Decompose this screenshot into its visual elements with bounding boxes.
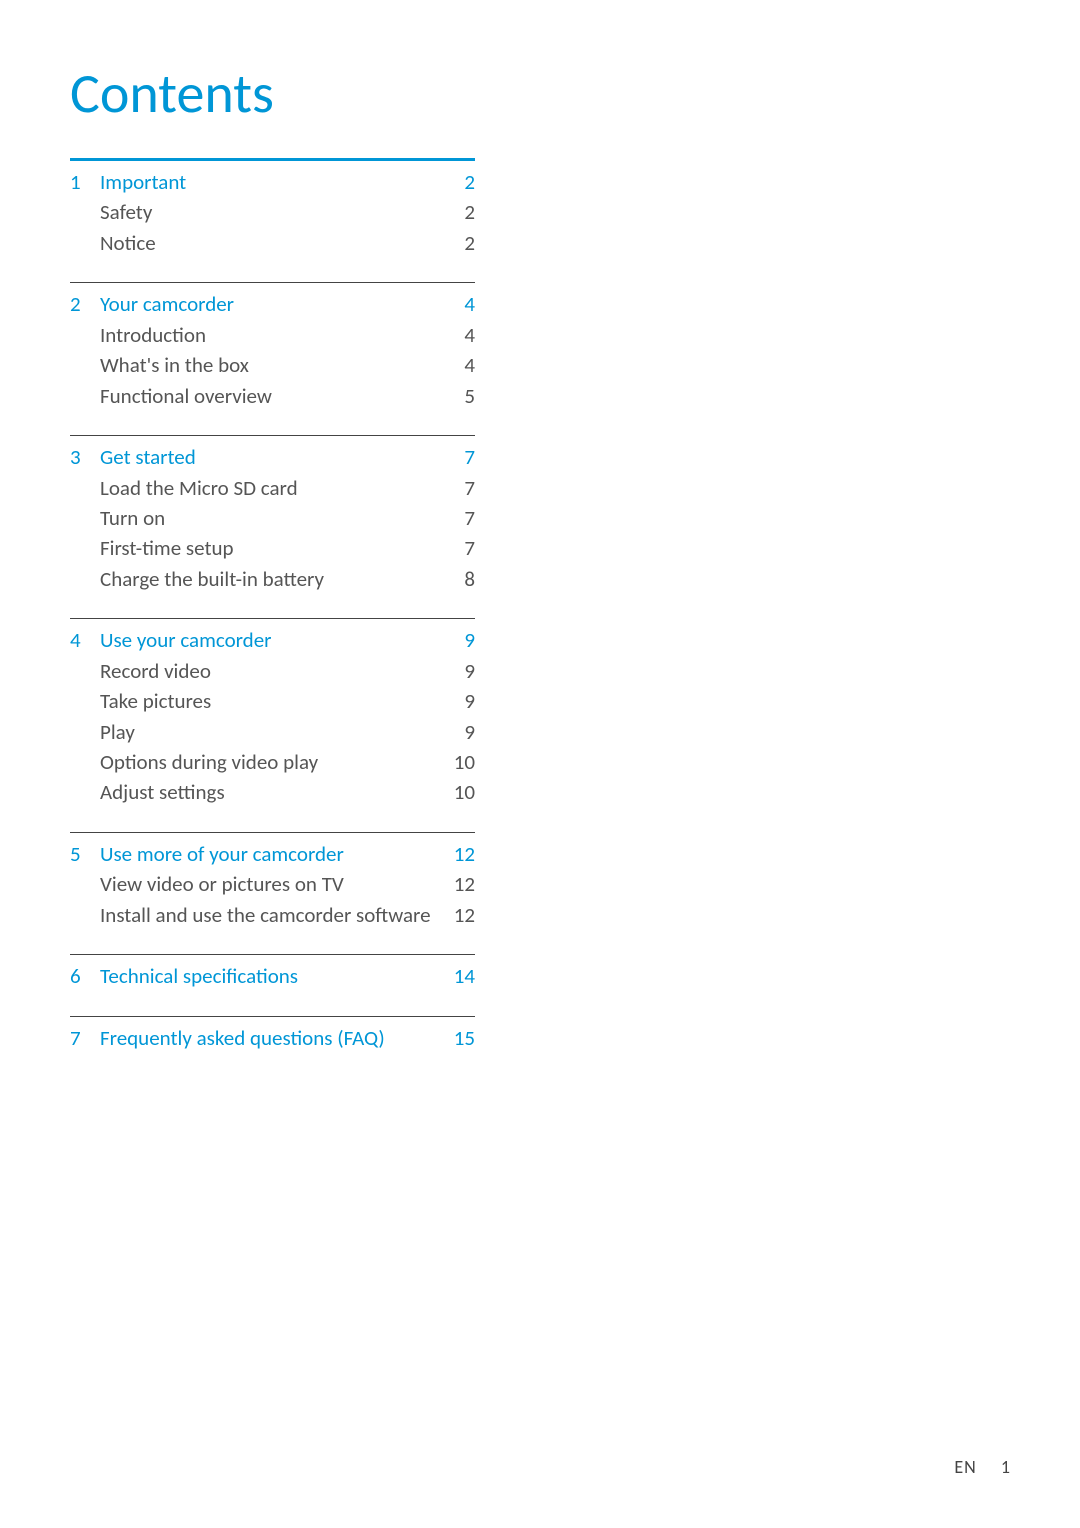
toc-item-page: 7 (445, 533, 475, 563)
toc-section-title: Use your camcorder (100, 625, 445, 655)
toc-section-heading[interactable]: 5Use more of your camcorder12 (70, 839, 475, 869)
toc-item-page: 10 (445, 747, 475, 777)
toc-section: 5Use more of your camcorder12View video … (70, 832, 475, 954)
toc-item[interactable]: Notice2 (70, 228, 475, 258)
toc-item-page: 9 (445, 686, 475, 716)
toc-section-title: Use more of your camcorder (100, 839, 445, 869)
toc-item-page: 7 (445, 473, 475, 503)
toc-section-number: 1 (70, 167, 100, 197)
toc-item-label: Introduction (70, 320, 445, 350)
toc-section-heading[interactable]: 2Your camcorder4 (70, 289, 475, 319)
toc-item-page: 9 (445, 717, 475, 747)
toc-item[interactable]: View video or pictures on TV12 (70, 869, 475, 899)
toc-section-page: 14 (445, 961, 475, 991)
toc-item-page: 8 (445, 564, 475, 594)
toc-item-label: Record video (70, 656, 445, 686)
toc-item-label: Play (70, 717, 445, 747)
toc-section: 1Important2Safety2Notice2 (70, 158, 475, 282)
toc-item-label: First-time setup (70, 533, 445, 563)
toc-item-label: Notice (70, 228, 445, 258)
toc-item-label: Install and use the camcorder software (70, 900, 445, 930)
toc-section: 6Technical specifications14 (70, 954, 475, 1015)
toc-section-number: 2 (70, 289, 100, 319)
toc-item[interactable]: Load the Micro SD card7 (70, 473, 475, 503)
toc-section: 4Use your camcorder9Record video9Take pi… (70, 618, 475, 832)
toc-item-page: 5 (445, 381, 475, 411)
toc-section-number: 7 (70, 1023, 100, 1053)
toc-section-title: Get started (100, 442, 445, 472)
toc-section-heading[interactable]: 3Get started7 (70, 442, 475, 472)
page: Contents 1Important2Safety2Notice22Your … (0, 0, 1080, 1117)
toc-item-label: Charge the built-in battery (70, 564, 445, 594)
toc-item-label: View video or pictures on TV (70, 869, 445, 899)
toc-item[interactable]: Play9 (70, 717, 475, 747)
page-title: Contents (70, 60, 1010, 128)
toc-section-heading[interactable]: 6Technical specifications14 (70, 961, 475, 991)
toc-section: 7Frequently asked questions (FAQ)15 (70, 1016, 475, 1077)
table-of-contents: 1Important2Safety2Notice22Your camcorder… (70, 158, 475, 1077)
toc-item-page: 4 (445, 320, 475, 350)
toc-item-page: 2 (445, 228, 475, 258)
toc-item[interactable]: First-time setup7 (70, 533, 475, 563)
footer-language: EN (954, 1456, 976, 1478)
footer-page-number: 1 (1001, 1456, 1010, 1478)
toc-item-label: Options during video play (70, 747, 445, 777)
toc-item-page: 10 (445, 777, 475, 807)
toc-section-heading[interactable]: 1Important2 (70, 167, 475, 197)
toc-item[interactable]: Functional overview5 (70, 381, 475, 411)
toc-section-heading[interactable]: 7Frequently asked questions (FAQ)15 (70, 1023, 475, 1053)
toc-section: 3Get started7Load the Micro SD card7Turn… (70, 435, 475, 618)
toc-item[interactable]: Record video9 (70, 656, 475, 686)
toc-item-page: 2 (445, 197, 475, 227)
toc-item[interactable]: Install and use the camcorder software12 (70, 900, 475, 930)
toc-item-page: 12 (445, 869, 475, 899)
toc-item-label: Take pictures (70, 686, 445, 716)
toc-section-number: 5 (70, 839, 100, 869)
page-footer: EN 1 (954, 1456, 1010, 1478)
toc-section-title: Important (100, 167, 445, 197)
toc-item[interactable]: What's in the box4 (70, 350, 475, 380)
toc-item-label: Safety (70, 197, 445, 227)
toc-item-label: Turn on (70, 503, 445, 533)
toc-item-page: 12 (445, 900, 475, 930)
toc-section-page: 15 (445, 1023, 475, 1053)
toc-item-label: Functional overview (70, 381, 445, 411)
toc-item-label: What's in the box (70, 350, 445, 380)
toc-section-page: 12 (445, 839, 475, 869)
toc-item-page: 4 (445, 350, 475, 380)
toc-item[interactable]: Charge the built-in battery8 (70, 564, 475, 594)
toc-section-number: 3 (70, 442, 100, 472)
toc-section-page: 9 (445, 625, 475, 655)
toc-section-number: 4 (70, 625, 100, 655)
toc-section-page: 7 (445, 442, 475, 472)
toc-item[interactable]: Turn on7 (70, 503, 475, 533)
toc-item[interactable]: Introduction4 (70, 320, 475, 350)
toc-section-title: Technical specifications (100, 961, 445, 991)
toc-section: 2Your camcorder4Introduction4What's in t… (70, 282, 475, 435)
toc-item[interactable]: Safety2 (70, 197, 475, 227)
toc-item-page: 9 (445, 656, 475, 686)
toc-section-heading[interactable]: 4Use your camcorder9 (70, 625, 475, 655)
toc-section-number: 6 (70, 961, 100, 991)
toc-item[interactable]: Options during video play10 (70, 747, 475, 777)
toc-section-title: Your camcorder (100, 289, 445, 319)
toc-item[interactable]: Adjust settings10 (70, 777, 475, 807)
toc-section-page: 4 (445, 289, 475, 319)
toc-item-label: Adjust settings (70, 777, 445, 807)
toc-section-page: 2 (445, 167, 475, 197)
toc-item-label: Load the Micro SD card (70, 473, 445, 503)
toc-item[interactable]: Take pictures9 (70, 686, 475, 716)
toc-section-title: Frequently asked questions (FAQ) (100, 1023, 445, 1053)
toc-item-page: 7 (445, 503, 475, 533)
